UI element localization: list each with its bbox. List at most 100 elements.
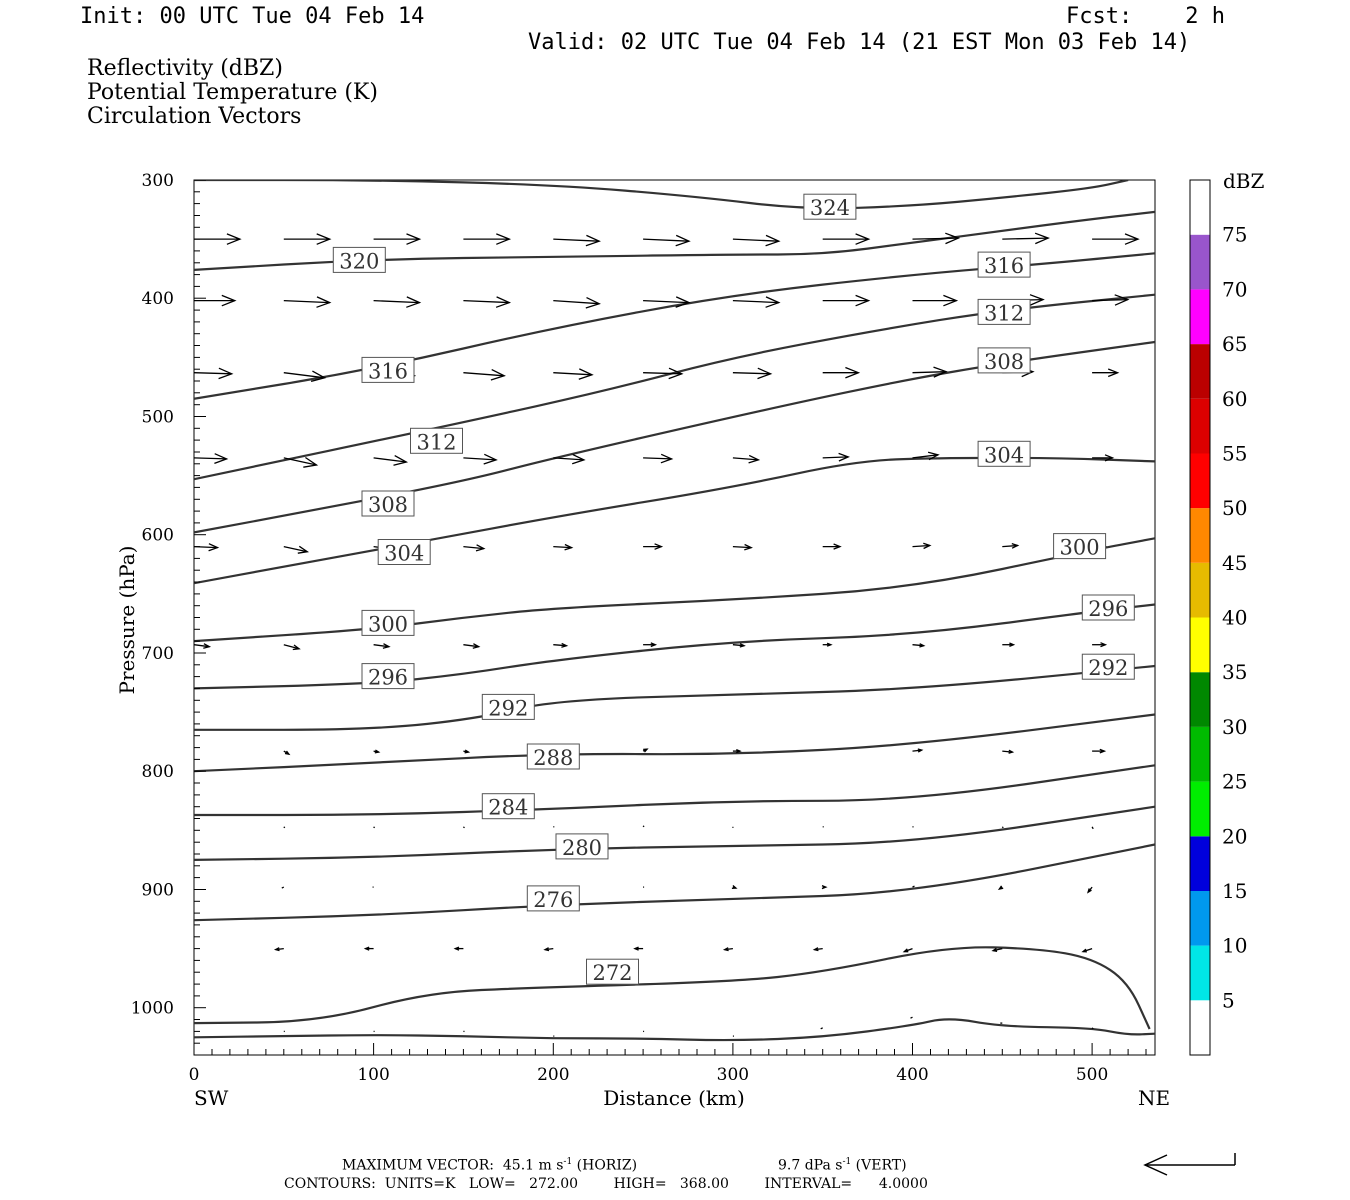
- contour-label: 284: [481, 793, 535, 820]
- circulation-vector: [732, 454, 761, 464]
- circulation-vector: [463, 749, 471, 754]
- svg-text:292: 292: [488, 696, 528, 720]
- circulation-vector: [643, 543, 664, 550]
- colorbar-label: 5: [1222, 988, 1235, 1012]
- circulation-vector: [543, 947, 554, 952]
- circulation-vector: [1091, 1027, 1094, 1030]
- circulation-vector: [553, 368, 594, 380]
- circulation-vector: [812, 947, 823, 952]
- contour-label: 304: [977, 440, 1031, 467]
- circulation-vector: [821, 884, 828, 890]
- contour-label: 272: [586, 958, 639, 985]
- circulation-vector: [732, 296, 781, 308]
- x-tick-label: 300: [717, 1065, 749, 1085]
- max-vertical-text: 9.7 dPa s-1 (VERT): [778, 1157, 907, 1174]
- contour-line: [194, 537, 1155, 643]
- circulation-vector: [283, 370, 327, 383]
- max-vector-text: MAXIMUM VECTOR: 45.1 m s-1 (HORIZ): [342, 1157, 638, 1174]
- colorbar-swatch: [1190, 945, 1210, 1001]
- circulation-vector: [283, 233, 332, 245]
- circulation-vector: [1091, 826, 1094, 830]
- colorbar-label: 25: [1222, 770, 1247, 794]
- colorbar-label: 65: [1222, 332, 1247, 356]
- axes: 300 400 500 600 700 800 900 1000 0 100 200 300 400 50…: [131, 171, 1147, 1085]
- field-circulation-vectors: Circulation Vectors: [87, 104, 302, 129]
- circulation-vector: [912, 643, 926, 648]
- y-tick-label: 1000: [131, 999, 174, 1019]
- circulation-vector: [1002, 642, 1016, 648]
- svg-text:272: 272: [592, 961, 632, 985]
- colorbar-swatch: [1190, 672, 1210, 727]
- circulation-vector: [1092, 748, 1107, 754]
- circulation-vector: [912, 542, 932, 550]
- circulation-vector: [283, 296, 332, 308]
- circulation-vector: [991, 947, 1003, 952]
- colorbar-label: 60: [1222, 387, 1247, 411]
- colorbar-swatch: [1190, 398, 1210, 454]
- circulation-vector: [820, 1027, 823, 1030]
- y-tick-label: 600: [142, 526, 174, 546]
- svg-text:304: 304: [984, 443, 1024, 467]
- circulation-vector: [1092, 233, 1140, 245]
- circulation-vector: [463, 296, 512, 308]
- circulation-vector: [1092, 294, 1130, 306]
- svg-text:316: 316: [368, 359, 408, 383]
- colorbar-swatch: [1190, 234, 1210, 290]
- circulation-vector: [283, 750, 291, 756]
- circulation-vector: [722, 947, 733, 952]
- circulation-vector: [463, 233, 512, 245]
- circulation-vector: [997, 885, 1004, 891]
- svg-text:300: 300: [1060, 536, 1100, 560]
- circulation-vector: [902, 947, 913, 953]
- colorbar-swatch: [1190, 562, 1210, 618]
- circulation-vectors: [194, 232, 1140, 1037]
- colorbar-swatch: [1190, 836, 1210, 891]
- svg-text:296: 296: [1088, 597, 1128, 621]
- colorbar-label: 30: [1222, 715, 1247, 739]
- circulation-vector: [731, 885, 738, 889]
- colorbar-label: 75: [1222, 223, 1247, 247]
- svg-text:312: 312: [984, 301, 1024, 325]
- colorbar-swatch: [1190, 617, 1210, 673]
- contour-label: 320: [332, 246, 386, 273]
- circulation-vector: [553, 543, 574, 551]
- circulation-vector: [194, 453, 229, 465]
- contour-line: [194, 456, 1155, 585]
- colorbar-label: 45: [1222, 551, 1247, 575]
- circulation-vector: [373, 296, 422, 308]
- circulation-vector: [194, 294, 237, 307]
- colorbar-swatch: [1190, 180, 1210, 235]
- circulation-vector: [281, 886, 285, 889]
- circulation-vector: [1002, 232, 1050, 245]
- svg-text:276: 276: [533, 888, 573, 912]
- circulation-vector: [822, 366, 861, 379]
- contour-line: [194, 603, 1155, 690]
- circulation-vector: [553, 642, 569, 648]
- circulation-vector: [283, 545, 310, 554]
- svg-text:284: 284: [488, 796, 528, 820]
- contour-line: [194, 946, 1151, 1030]
- contour-line: [194, 1018, 1155, 1042]
- y-tick-label: 500: [142, 408, 174, 428]
- contour-label: 316: [977, 251, 1031, 278]
- circulation-vector: [912, 748, 924, 753]
- y-tick-label: 300: [142, 171, 174, 191]
- svg-text:312: 312: [416, 430, 456, 454]
- circulation-vector: [822, 642, 833, 647]
- circulation-vector: [553, 454, 586, 465]
- field-potential-temperature: Potential Temperature (K): [87, 80, 378, 105]
- circulation-vector: [643, 367, 684, 380]
- circulation-vector: [463, 369, 506, 381]
- circulation-vector: [1092, 454, 1115, 462]
- circulation-vector: [463, 643, 481, 649]
- circulation-vector: [912, 294, 959, 307]
- circulation-vector: [642, 748, 649, 753]
- circulation-vector: [283, 826, 286, 829]
- circulation-vector: [453, 946, 464, 951]
- colorbar-label: 40: [1222, 606, 1247, 630]
- y-tick-label: 800: [142, 762, 174, 782]
- circulation-vector: [363, 946, 374, 951]
- contour-line: [194, 293, 1155, 481]
- contour-label: 296: [1081, 594, 1135, 621]
